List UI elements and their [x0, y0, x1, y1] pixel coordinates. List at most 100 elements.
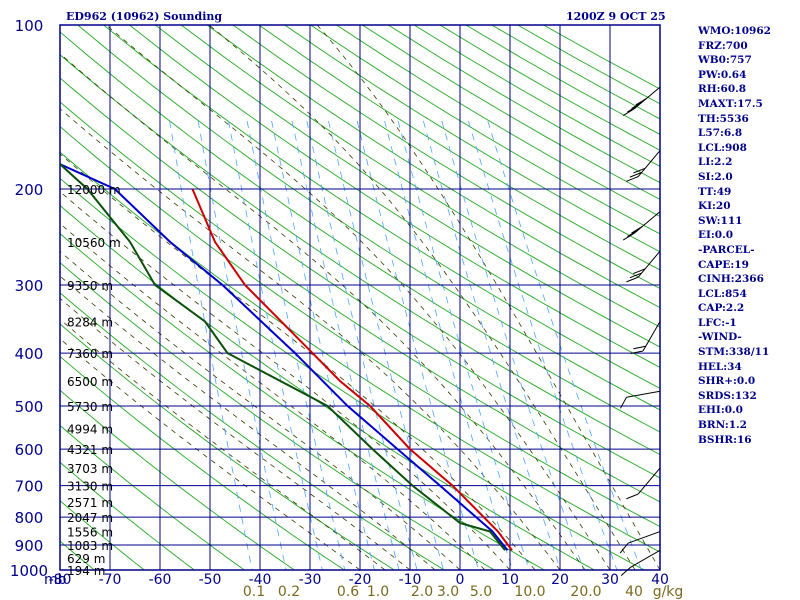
moist-adiabat	[60, 297, 411, 570]
dry-adiabat	[60, 177, 645, 570]
dry-adiabat	[180, 25, 660, 328]
height-label: 4321 m	[67, 443, 113, 457]
parcel-profile	[60, 163, 509, 551]
sounding-index: PW:0.64	[698, 68, 747, 81]
mixing-ratio-line	[228, 120, 323, 570]
mixing-ratio-line	[197, 120, 287, 570]
mixing-ratio-label: 0.2	[278, 584, 300, 600]
mixing-ratio-line	[423, 120, 561, 570]
pressure-label: 800	[15, 509, 44, 527]
mixing-ratio-label: 2.0	[411, 584, 433, 600]
moist-adiabat	[60, 275, 436, 570]
height-label: 1083 m	[67, 539, 113, 553]
dry-adiabat	[60, 500, 145, 570]
sounding-index: FRZ:700	[698, 39, 748, 52]
mixing-ratio-label: 0.6	[337, 584, 359, 600]
mixing-ratio-line	[384, 120, 513, 570]
temperature-tick-label: -40	[249, 572, 272, 588]
wind-barb	[619, 531, 661, 554]
height-label: 3703 m	[67, 462, 113, 476]
pressure-label: 900	[15, 537, 44, 555]
height-label: 2047 m	[67, 511, 113, 525]
dry-adiabat	[103, 25, 660, 389]
sounding-index: MAXT:17.5	[698, 97, 763, 110]
sounding-index: L57:6.8	[698, 127, 743, 140]
dry-adiabat	[77, 25, 660, 411]
wind-barb	[620, 549, 661, 577]
mixing-ratio-label: 3.0	[437, 584, 459, 600]
height-label: 194 m	[67, 564, 105, 578]
mixing-ratio-label: 5.0	[470, 584, 492, 600]
height-label: 2571 m	[67, 496, 113, 510]
mixing-ratio-line	[271, 120, 375, 570]
sounding-index: SI:2.0	[698, 170, 733, 183]
sounding-index: LCL:854	[698, 287, 747, 300]
dry-adiabat	[60, 389, 295, 570]
height-label: 5730 m	[67, 400, 113, 414]
temperature-tick-label: 10	[501, 572, 519, 588]
observation-time: 1200Z 9 OCT 25	[566, 10, 666, 23]
dry-adiabat	[60, 204, 595, 570]
moist-adiabat	[60, 108, 561, 570]
wind-barbs	[619, 86, 661, 577]
sounding-index: LFC:-1	[698, 316, 737, 329]
dry-adiabat	[232, 25, 660, 290]
wind-barb	[620, 390, 661, 409]
mixing-ratio-line	[441, 120, 584, 570]
moist-adiabat	[60, 53, 586, 570]
sounding-index: WB0:757	[698, 54, 752, 67]
wind-barb	[622, 86, 661, 117]
dry-adiabat	[60, 323, 395, 570]
mixing-ratio-label: 20.0	[570, 584, 601, 600]
dry-adiabat	[284, 25, 660, 253]
temperature-tick-label: 30	[601, 572, 619, 588]
dry-adiabat	[60, 461, 195, 570]
sounding-index: CAP:2.2	[698, 302, 745, 315]
dry-adiabat	[60, 424, 245, 570]
mixing-ratio-label: 1.0	[367, 584, 389, 600]
mixing-ratio-line	[468, 120, 618, 570]
mixing-ratio-label: 0.1	[243, 584, 265, 600]
sounding-index: EI:0.0	[698, 229, 734, 242]
moist-adiabat	[208, 25, 636, 570]
pressure-label: 600	[15, 441, 44, 459]
sounding-index: BRN:1.2	[698, 419, 747, 432]
sounding-index: LCL:908	[698, 141, 747, 154]
mixing-ratio-line	[246, 120, 346, 570]
sounding-index: -WIND-	[698, 331, 742, 344]
sounding-index: CINH:2366	[698, 273, 764, 286]
dry-adiabat	[60, 54, 660, 456]
temperature-tick-label: -70	[99, 572, 122, 588]
height-label: 6500 m	[67, 375, 113, 389]
temperature-tick-label: -30	[299, 572, 322, 588]
sounding-index: EHI:0.0	[698, 404, 743, 417]
wind-barb	[626, 250, 661, 283]
temperature-tick-label: 0	[456, 572, 465, 588]
height-label: 12000 m	[67, 183, 121, 197]
sounding-index: -PARCEL-	[698, 243, 755, 256]
dry-adiabat	[60, 101, 660, 503]
dry-adiabat	[60, 77, 660, 479]
sounding-index: SRDS:132	[698, 389, 757, 402]
height-label: 7360 m	[67, 347, 113, 361]
temperature-profile	[191, 188, 513, 551]
wind-barb	[630, 321, 661, 354]
sounding-index: CAPE:19	[698, 258, 749, 271]
mixing-ratio-label: 10.0	[514, 584, 545, 600]
wind-barb	[622, 211, 661, 241]
grid-lines	[59, 24, 661, 571]
sounding-title: ED962 (10962) Sounding	[66, 10, 222, 23]
moist-adiabat	[60, 153, 536, 570]
sounding-index: BSHR:16	[698, 433, 752, 446]
pressure-label: 500	[15, 398, 44, 416]
temperature-tick-label: -50	[199, 572, 222, 588]
moist-adiabat	[60, 191, 511, 570]
sounding-index: SHR+:0.0	[698, 375, 756, 388]
dry-adiabat	[258, 25, 660, 271]
mixing-ratio-line	[291, 120, 400, 570]
dewpoint-profile	[60, 163, 506, 551]
moist-adiabat	[105, 25, 611, 570]
moist-adiabat	[316, 25, 660, 570]
mixing-ratio-label: 40	[625, 584, 643, 600]
